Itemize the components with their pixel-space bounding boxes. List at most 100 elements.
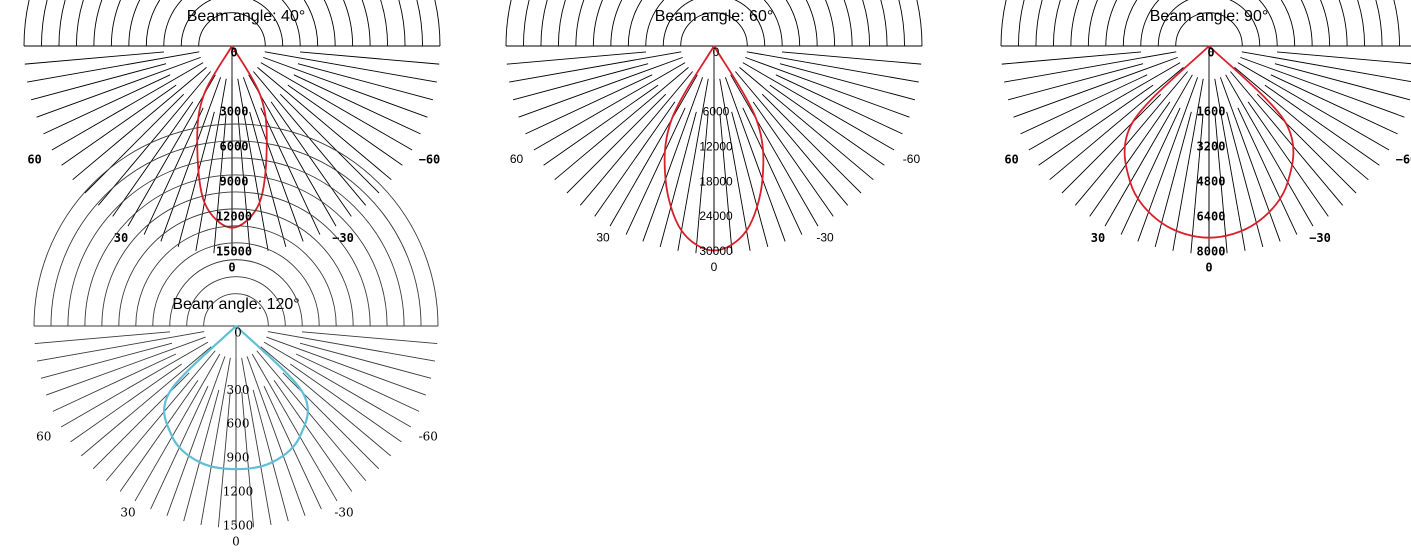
angle-label: −30 bbox=[332, 231, 354, 245]
grid-ring bbox=[203, 293, 269, 327]
grid-spoke bbox=[166, 356, 226, 516]
grid-spoke-fine bbox=[1274, 63, 1411, 101]
angle-label: 0 bbox=[228, 261, 235, 275]
grid-spoke-fine bbox=[1001, 51, 1142, 65]
ring-label: 3000 bbox=[220, 105, 249, 119]
angle-label: 0 bbox=[1205, 261, 1212, 275]
angle-label: −30 bbox=[1309, 231, 1331, 245]
grid-spoke bbox=[134, 353, 221, 502]
ring-label: 300 bbox=[227, 383, 250, 397]
angle-label: −60 bbox=[419, 153, 441, 167]
grid-spoke bbox=[1225, 74, 1314, 227]
grid-spoke-fine bbox=[512, 63, 649, 101]
grid-ring bbox=[50, 140, 422, 327]
angle-label: 60 bbox=[36, 430, 51, 444]
ring-label: 0 bbox=[234, 326, 242, 340]
grid-spoke bbox=[730, 74, 819, 227]
grid-spoke-fine bbox=[1154, 111, 1192, 248]
grid-spoke bbox=[260, 62, 413, 151]
grid-ring bbox=[198, 12, 266, 47]
grid-spoke-fine bbox=[695, 113, 709, 254]
grid-spoke-fine bbox=[1214, 113, 1228, 254]
grid-spoke bbox=[1234, 67, 1369, 181]
grid-spoke bbox=[745, 56, 910, 118]
grid-spoke-fine bbox=[260, 107, 321, 235]
grid-spoke bbox=[263, 56, 428, 118]
chart-title: Beam angle: 90° bbox=[1149, 8, 1269, 25]
grid-spoke-fine bbox=[761, 93, 862, 194]
grid-ring bbox=[33, 123, 439, 327]
grid-spoke bbox=[1219, 77, 1281, 242]
grid-spoke-fine bbox=[1247, 101, 1329, 217]
grid-spoke-fine bbox=[1061, 93, 1162, 194]
grid-ring bbox=[180, 0, 284, 47]
grid-spoke bbox=[677, 78, 709, 251]
grid-spoke-fine bbox=[781, 51, 922, 65]
grid-spoke-fine bbox=[40, 342, 173, 379]
grid-spoke bbox=[72, 67, 207, 181]
grid-ring bbox=[523, 0, 905, 47]
grid-spoke-fine bbox=[295, 353, 420, 412]
grid-spoke-fine bbox=[1120, 107, 1181, 235]
intensity-curve bbox=[196, 45, 268, 229]
grid-spoke bbox=[46, 336, 206, 396]
grid-spoke-fine bbox=[213, 113, 227, 254]
grid-ring bbox=[645, 0, 783, 47]
grid-ring bbox=[128, 0, 336, 47]
grid-spoke bbox=[257, 67, 392, 181]
angle-label: 0 bbox=[711, 260, 718, 274]
grid-spoke bbox=[36, 56, 201, 118]
angle-label: -60 bbox=[419, 430, 438, 444]
angle-label: 30 bbox=[114, 231, 128, 245]
grid-ring bbox=[662, 0, 766, 47]
grid-spoke-fine bbox=[1237, 107, 1298, 235]
grid-spoke bbox=[739, 67, 874, 181]
grid-ring bbox=[41, 0, 423, 47]
angle-label: 60 bbox=[510, 152, 524, 166]
grid-ring bbox=[23, 0, 441, 47]
grid-spoke bbox=[518, 56, 683, 118]
grid-spoke bbox=[609, 74, 698, 227]
grid-spoke-fine bbox=[290, 363, 402, 443]
grid-spoke bbox=[127, 74, 216, 227]
grid-ring bbox=[135, 225, 337, 327]
grid-ring bbox=[505, 0, 923, 47]
angle-label: −60 bbox=[1396, 153, 1411, 167]
ring-label: 0 bbox=[1207, 46, 1214, 60]
grid-spoke-fine bbox=[625, 107, 686, 235]
grid-ring bbox=[540, 0, 888, 47]
grid-spoke bbox=[1137, 77, 1199, 242]
polar-grid bbox=[33, 123, 439, 528]
polar-grid bbox=[1000, 0, 1411, 254]
grid-spoke-fine bbox=[775, 74, 903, 135]
grid-spoke bbox=[264, 51, 437, 83]
grid-spoke-fine bbox=[1007, 63, 1144, 101]
grid-spoke bbox=[27, 51, 200, 83]
grid-spoke bbox=[253, 71, 367, 206]
grid-spoke-fine bbox=[241, 391, 255, 528]
grid-spoke-fine bbox=[217, 391, 231, 528]
grid-spoke-fine bbox=[70, 363, 182, 443]
grid-spoke-fine bbox=[249, 111, 287, 248]
ring-label: 1500 bbox=[223, 519, 254, 533]
grid-spoke-fine bbox=[543, 84, 659, 166]
grid-spoke bbox=[241, 357, 272, 526]
grid-ring bbox=[84, 174, 388, 327]
grid-spoke-fine bbox=[1226, 111, 1264, 248]
grid-ring bbox=[58, 0, 406, 47]
grid-spoke-fine bbox=[43, 74, 171, 135]
grid-spoke-fine bbox=[731, 111, 769, 248]
grid-spoke bbox=[724, 77, 786, 242]
grid-spoke bbox=[251, 353, 338, 502]
ring-label: 1200 bbox=[223, 485, 254, 499]
grid-spoke-fine bbox=[299, 342, 432, 379]
grid-spoke bbox=[533, 62, 686, 151]
polar-chart-beam-60: Beam angle: 60° 0 6000 12000 18000 24000 3000… bbox=[490, 0, 960, 290]
grid-ring bbox=[186, 276, 286, 327]
angle-label: -30 bbox=[334, 506, 353, 520]
grid-spoke bbox=[36, 331, 205, 362]
grid-spoke bbox=[1104, 74, 1193, 227]
ring-label: 9000 bbox=[220, 175, 249, 189]
grid-spoke bbox=[742, 62, 895, 151]
